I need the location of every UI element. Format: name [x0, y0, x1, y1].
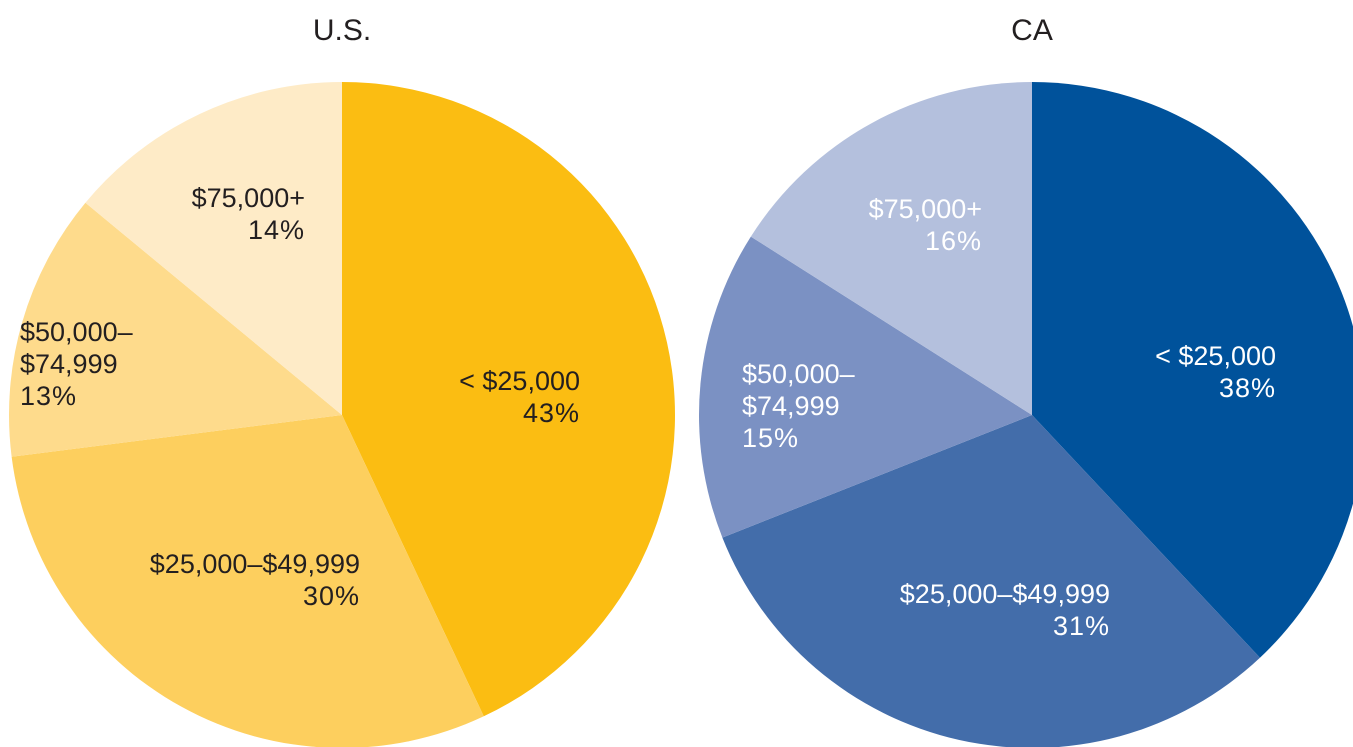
- slice-label: $75,000+ 14%: [192, 182, 305, 246]
- value-label: 15%: [742, 423, 800, 453]
- pie-slice: [342, 82, 675, 717]
- category-label: $75,000+: [191, 183, 305, 213]
- category-label: $75,000+: [868, 194, 982, 224]
- slice-label: < $25,000 43%: [459, 365, 580, 429]
- pie-slice: [722, 415, 1260, 747]
- slice-label: $25,000–$49,999 30%: [150, 548, 360, 612]
- category-label: < $25,000: [1155, 341, 1276, 371]
- pie-slice: [85, 82, 342, 415]
- slice-label: < $25,000 38%: [1155, 340, 1276, 404]
- chart-title: CA: [1011, 14, 1053, 47]
- value-label: 14%: [247, 215, 305, 245]
- pie-slice: [750, 82, 1032, 415]
- category-label: $50,000–$74,999: [742, 359, 855, 421]
- slice-label: $75,000+ 16%: [869, 193, 982, 257]
- value-label: 13%: [20, 381, 78, 411]
- value-label: 16%: [924, 226, 982, 256]
- category-label: $50,000–$74,999: [20, 317, 133, 379]
- category-label: $25,000–$49,999: [899, 579, 1110, 609]
- category-label: < $25,000: [459, 366, 580, 396]
- category-label: $25,000–$49,999: [149, 549, 360, 579]
- pie-slice: [699, 236, 1032, 538]
- value-label: 38%: [1218, 373, 1276, 403]
- slice-label: $25,000–$49,999 31%: [900, 578, 1110, 642]
- value-label: 31%: [1052, 611, 1110, 641]
- slice-label: $50,000–$74,999 13%: [20, 316, 200, 412]
- value-label: 30%: [302, 581, 360, 611]
- value-label: 43%: [522, 398, 580, 428]
- pie-slice: [9, 202, 343, 457]
- pie-slice: [1032, 82, 1353, 658]
- chart-title: U.S.: [312, 14, 372, 47]
- slice-label: $50,000–$74,999 15%: [742, 358, 922, 454]
- pie-slice: [11, 415, 484, 747]
